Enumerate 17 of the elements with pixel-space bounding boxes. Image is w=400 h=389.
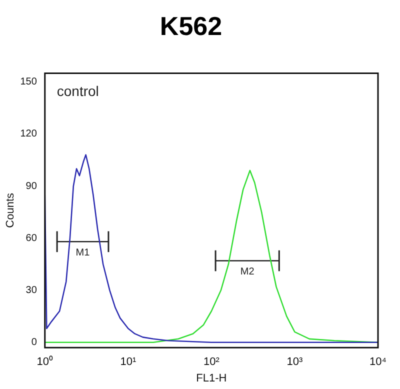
series-label: M2 [240, 266, 255, 278]
y-tick-label: 60 [26, 232, 38, 244]
y-tick-label: 120 [20, 128, 38, 140]
x-tick-label: 10² [203, 356, 220, 368]
y-tick-label: 0 [31, 337, 38, 348]
x-axis-title: FL1-H [196, 372, 227, 384]
y-tick-label: 30 [26, 285, 38, 296]
x-tick-label: 10³ [286, 356, 304, 368]
chart-title: K562 [160, 10, 222, 41]
annotation: control [56, 83, 99, 100]
x-tick-label: 10¹ [120, 356, 136, 368]
y-axis-title: Counts [4, 192, 17, 228]
y-tick-label: 90 [26, 180, 38, 192]
x-tick-label: 10⁴ [370, 356, 387, 368]
series-label: M1 [76, 247, 90, 258]
x-tick-label: 10⁰ [36, 355, 54, 368]
y-tick-label: 150 [20, 76, 38, 88]
